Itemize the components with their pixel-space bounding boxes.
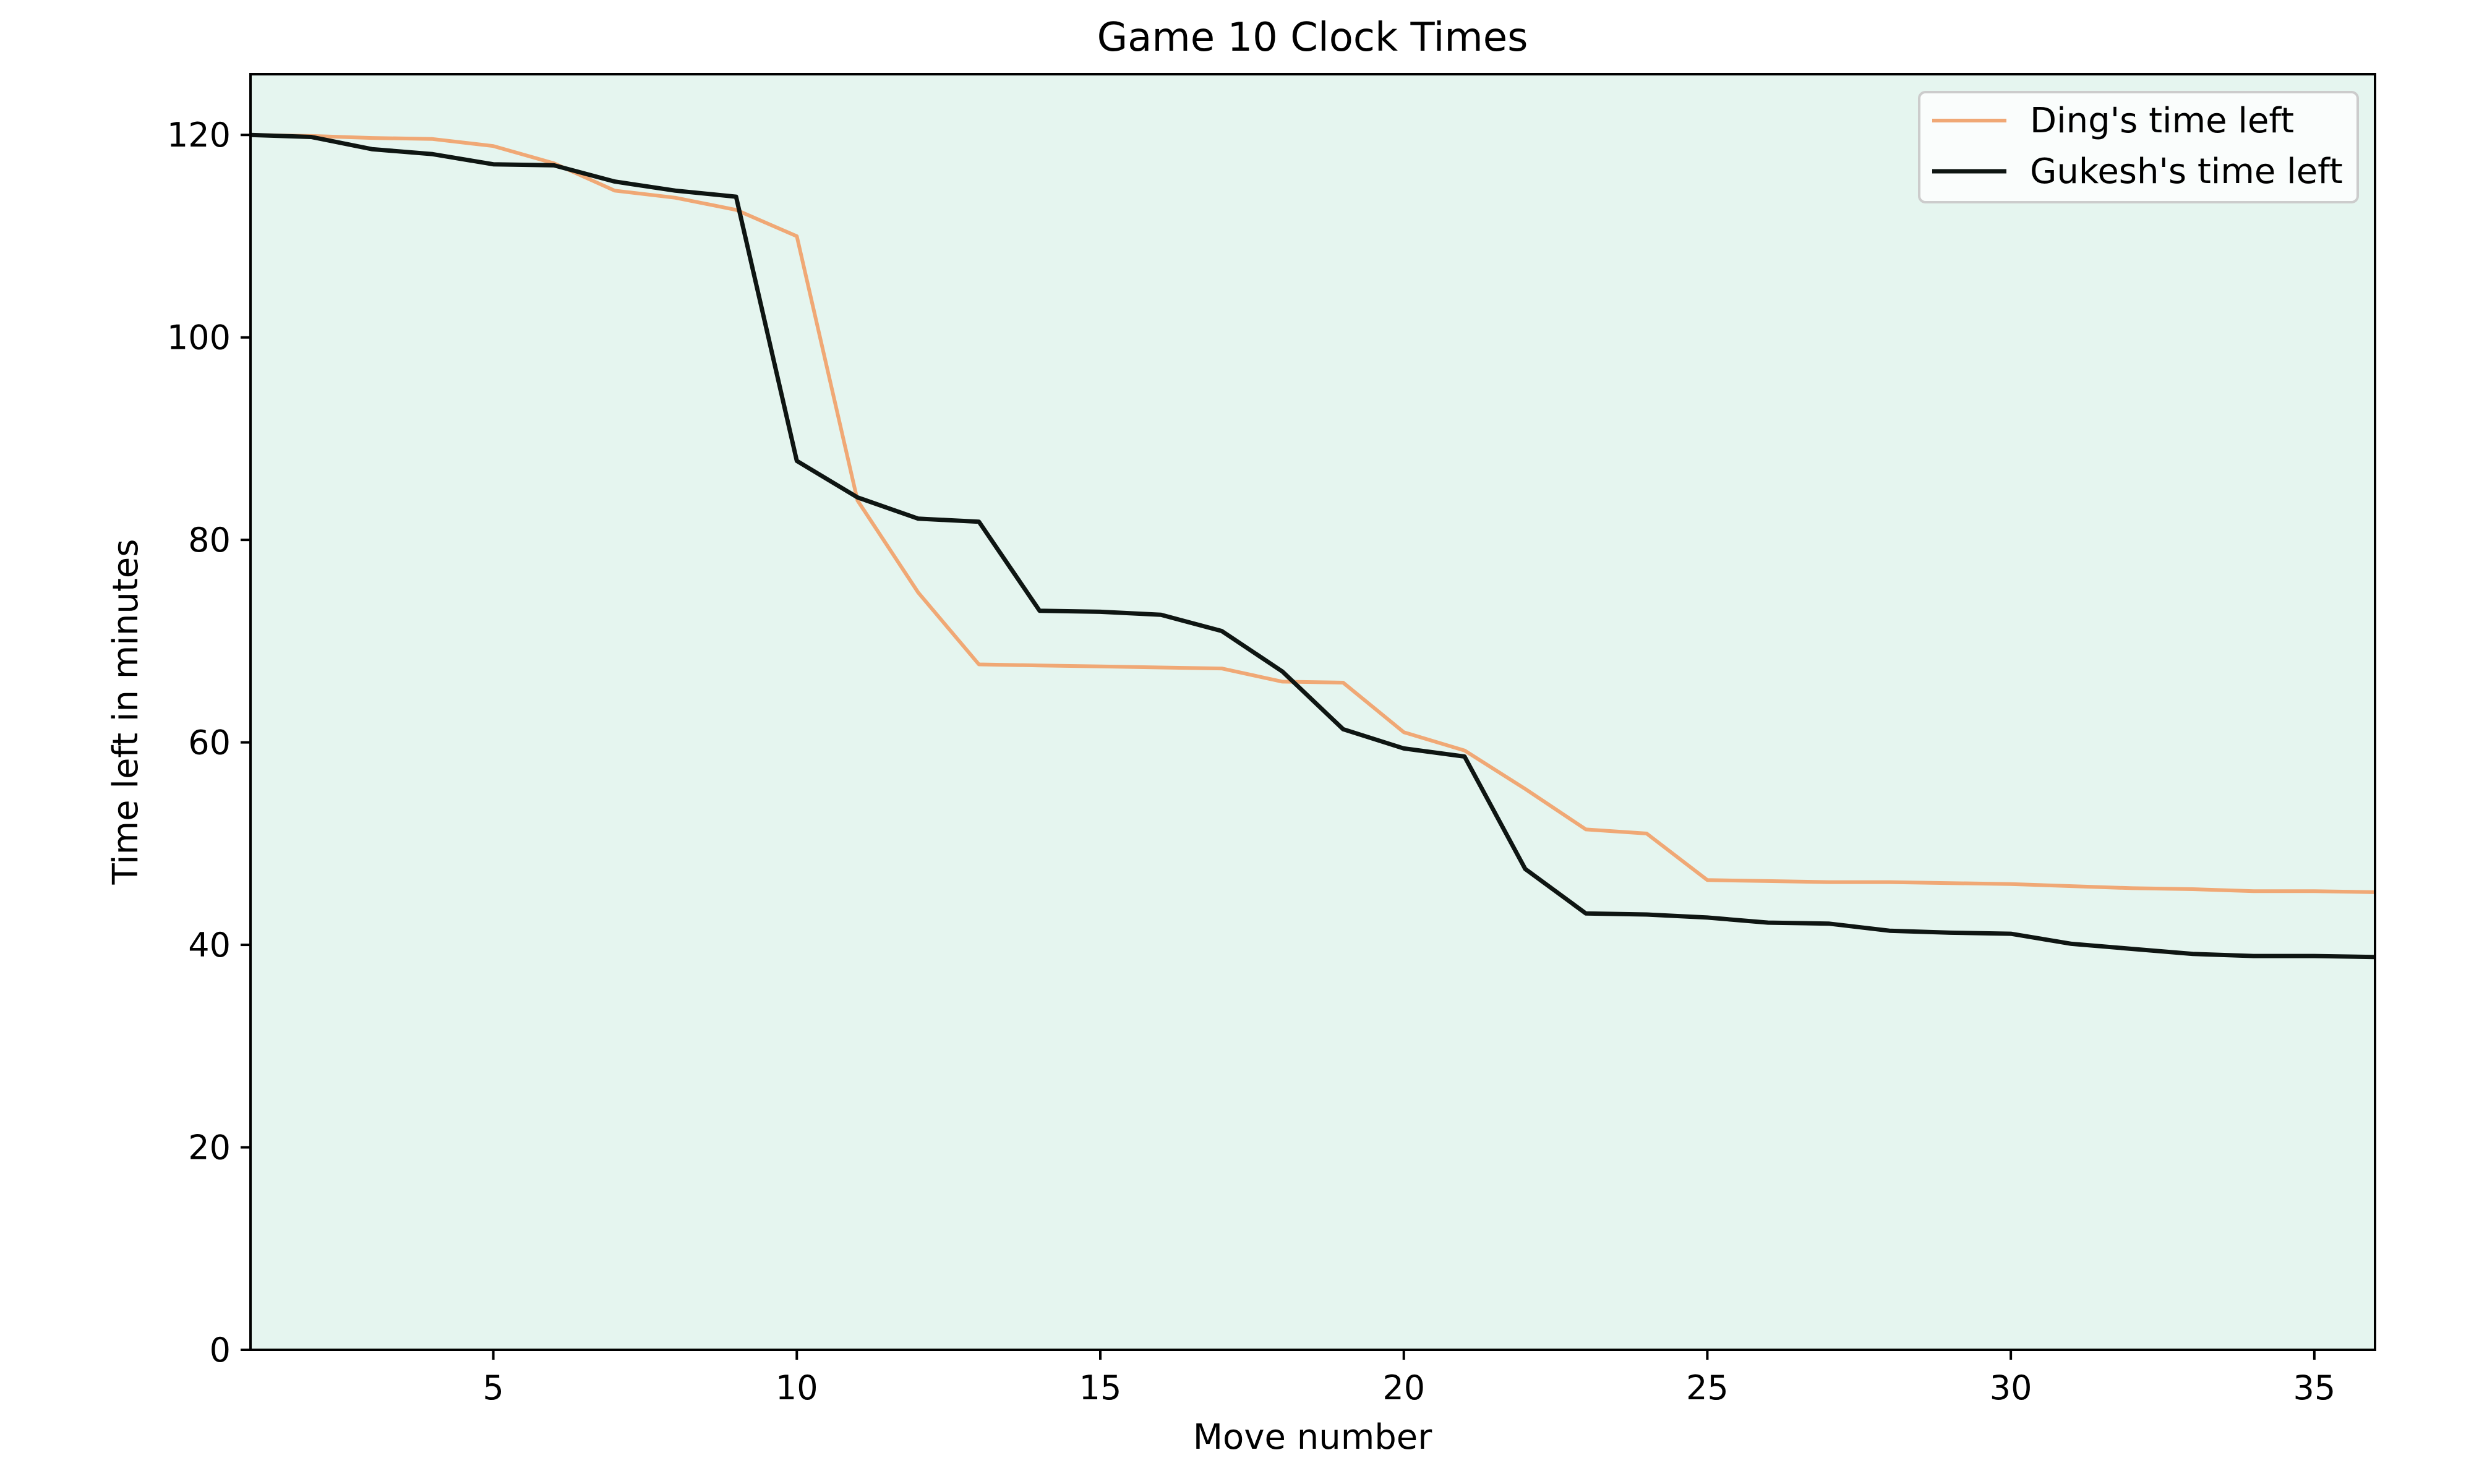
plot-frame bbox=[249, 73, 2376, 1351]
legend-label-gukesh: Gukesh's time left bbox=[2030, 151, 2343, 192]
y-tick-label: 120 bbox=[167, 116, 231, 155]
y-tick-label: 20 bbox=[188, 1128, 231, 1167]
chart-title: Game 10 Clock Times bbox=[1097, 15, 1528, 61]
legend-box bbox=[1918, 91, 2359, 203]
x-tick-label: 5 bbox=[482, 1368, 503, 1407]
y-tick-label: 80 bbox=[188, 521, 231, 560]
legend: Ding's time left Gukesh's time left bbox=[1918, 91, 2359, 203]
plot-background bbox=[250, 74, 2375, 1350]
series-line-ding bbox=[250, 133, 2376, 894]
y-tick-label: 40 bbox=[188, 926, 231, 965]
y-tick-label: 60 bbox=[188, 723, 231, 762]
x-tick-label: 35 bbox=[2293, 1368, 2335, 1407]
series-line-gukesh bbox=[250, 132, 2376, 960]
y-axis-ticks: 0 20 40 60 80 100 120 bbox=[167, 116, 250, 1370]
y-tick-label: 100 bbox=[167, 318, 231, 357]
y-tick-label: 0 bbox=[210, 1331, 231, 1370]
x-tick-label: 30 bbox=[1990, 1368, 2032, 1407]
x-tick-label: 25 bbox=[1686, 1368, 1729, 1407]
x-tick-label: 10 bbox=[776, 1368, 818, 1407]
x-tick-label: 15 bbox=[1079, 1368, 1122, 1407]
x-axis-label: Move number bbox=[1193, 1417, 1433, 1457]
y-axis-label: Time left in minutes bbox=[106, 539, 146, 885]
series-layer bbox=[250, 132, 2376, 960]
legend-label-ding: Ding's time left bbox=[2030, 101, 2294, 141]
x-tick-label: 20 bbox=[1382, 1368, 1425, 1407]
x-axis-ticks: 5 10 15 20 25 30 35 bbox=[482, 1350, 2335, 1407]
